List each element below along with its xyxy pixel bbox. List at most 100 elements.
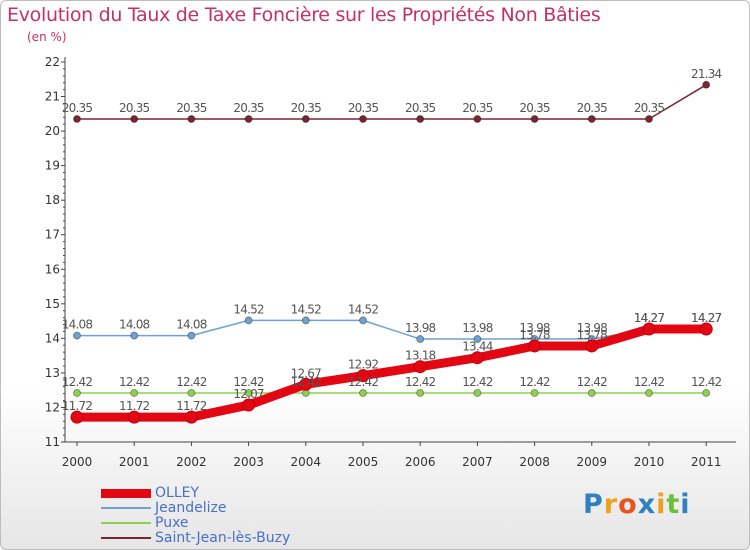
chart-title: Evolution du Taux de Taxe Foncière sur l… [7, 4, 601, 26]
data-label-jeandelize: 14.08 [176, 318, 207, 332]
data-label-saint-jean-les-buzy: 20.35 [291, 101, 322, 115]
x-tick-label: 2008 [519, 455, 550, 469]
data-point-puxe [473, 388, 482, 397]
legend-label: Puxe [155, 515, 189, 531]
data-point-puxe [130, 388, 139, 397]
data-label-jeandelize: 14.52 [233, 302, 264, 316]
legend-swatch [101, 488, 151, 498]
data-point-saint-jean-les-buzy [130, 115, 139, 123]
data-label-jeandelize: 13.98 [405, 321, 436, 335]
data-label-puxe: 12.42 [691, 375, 722, 389]
data-label-puxe: 12.42 [119, 375, 150, 389]
data-label-puxe: 12.42 [519, 375, 550, 389]
data-label-olley: 12.92 [348, 358, 379, 372]
data-label-puxe: 12.42 [62, 375, 93, 389]
data-label-puxe: 12.42 [634, 375, 665, 389]
data-label-olley: 14.27 [691, 311, 722, 325]
data-point-olley [242, 398, 256, 412]
series-line-jeandelize [76, 319, 707, 340]
y-tick-label: 14 [45, 331, 60, 345]
data-point-saint-jean-les-buzy [301, 115, 310, 123]
data-label-saint-jean-les-buzy: 20.35 [405, 101, 436, 115]
data-label-puxe: 12.42 [462, 375, 493, 389]
y-tick-label: 12 [45, 400, 60, 414]
data-point-olley [470, 351, 484, 365]
y-tick-label: 15 [45, 297, 60, 311]
data-label-olley: 11.72 [119, 399, 150, 413]
x-tick-label: 2002 [176, 455, 207, 469]
data-label-jeandelize: 13.98 [462, 321, 493, 335]
data-point-olley [699, 322, 713, 336]
data-label-saint-jean-les-buzy: 20.35 [119, 101, 150, 115]
data-label-olley: 13.18 [405, 349, 436, 363]
x-tick-label: 2006 [405, 455, 436, 469]
data-label-puxe: 12.42 [176, 375, 207, 389]
data-label-jeandelize: 14.08 [62, 318, 93, 332]
legend-swatch [101, 507, 151, 509]
data-label-jeandelize: 13.98 [577, 321, 608, 335]
data-label-jeandelize: 14.52 [291, 302, 322, 316]
data-point-olley [642, 322, 656, 336]
proxiti-logo: Proxiti [583, 489, 691, 520]
data-point-saint-jean-les-buzy [187, 115, 196, 123]
data-point-olley [356, 369, 370, 383]
x-tick-label: 2009 [577, 455, 608, 469]
data-point-puxe [702, 388, 711, 397]
data-label-jeandelize: 14.27 [691, 311, 722, 325]
legend-item-puxe: Puxe [101, 515, 189, 531]
y-tick-label: 11 [45, 435, 60, 449]
legend-item-olley: OLLEY [101, 485, 199, 501]
x-tick-label: 2011 [691, 455, 722, 469]
data-label-saint-jean-les-buzy: 21.34 [691, 67, 722, 81]
data-point-puxe [359, 388, 367, 397]
y-tick-label: 13 [45, 366, 60, 380]
logo-letter: x [637, 489, 657, 520]
data-point-jeandelize [473, 335, 482, 344]
logo-letter: P [583, 489, 604, 520]
legend-swatch [101, 537, 151, 539]
data-point-saint-jean-les-buzy [359, 115, 367, 123]
data-label-jeandelize: 14.27 [634, 311, 665, 325]
data-point-puxe [187, 388, 196, 397]
logo-letter: i [680, 489, 691, 520]
x-tick-label: 2000 [62, 455, 93, 469]
y-tick-label: 19 [45, 159, 60, 173]
data-label-jeandelize: 14.52 [348, 302, 379, 316]
x-tick-label: 2007 [462, 455, 493, 469]
data-point-saint-jean-les-buzy [473, 115, 482, 123]
y-tick-label: 22 [45, 55, 60, 69]
data-point-saint-jean-les-buzy [530, 115, 539, 123]
x-tick-label: 2010 [634, 455, 665, 469]
data-point-puxe [244, 388, 253, 397]
data-label-saint-jean-les-buzy: 20.35 [462, 101, 493, 115]
data-point-saint-jean-les-buzy [73, 115, 81, 123]
data-point-olley [299, 377, 313, 391]
data-point-puxe [587, 388, 596, 397]
data-point-puxe [73, 388, 81, 397]
data-label-saint-jean-les-buzy: 20.35 [348, 101, 379, 115]
data-point-jeandelize [187, 331, 196, 340]
data-point-saint-jean-les-buzy [645, 115, 653, 123]
data-point-puxe [645, 388, 653, 397]
data-label-saint-jean-les-buzy: 20.35 [233, 101, 264, 115]
data-point-olley [528, 339, 542, 353]
data-point-olley [70, 410, 84, 424]
data-label-jeandelize: 13.98 [519, 321, 550, 335]
y-axis-unit: (en %) [27, 30, 67, 44]
data-point-saint-jean-les-buzy [587, 115, 596, 123]
data-point-puxe [416, 388, 425, 397]
data-label-puxe: 12.42 [405, 375, 436, 389]
legend-item-jeandelize: Jeandelize [101, 500, 226, 516]
y-tick-label: 16 [45, 262, 60, 276]
y-tick-label: 21 [45, 90, 60, 104]
data-label-saint-jean-les-buzy: 20.35 [62, 101, 93, 115]
legend-label: Jeandelize [155, 500, 227, 516]
legend-swatch [101, 522, 151, 524]
series-line-saint-jean-les-buzy [76, 84, 707, 120]
x-tick-label: 2004 [291, 455, 322, 469]
data-label-olley: 11.72 [62, 399, 93, 413]
legend-item-saint-jean-les-buzy: Saint-Jean-lès-Buzy [101, 530, 290, 546]
data-point-jeandelize [73, 331, 81, 340]
